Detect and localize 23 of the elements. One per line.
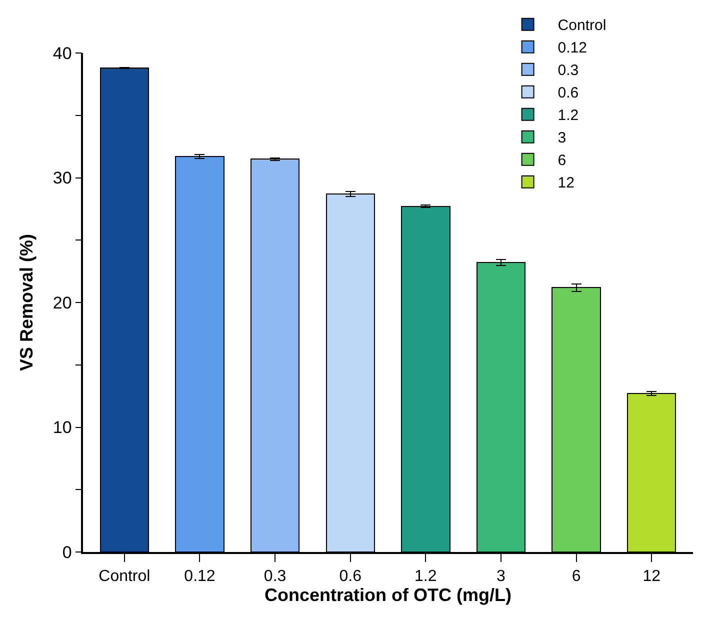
legend-label: 6 — [558, 152, 566, 170]
x-tick-label: 0.3 — [264, 568, 286, 585]
legend-label: 3 — [558, 130, 566, 147]
y-tick-label: 0 — [62, 542, 72, 562]
x-tick-label: 1.2 — [414, 568, 437, 585]
legend-label: 12 — [558, 174, 574, 192]
y-tick-label: 40 — [52, 44, 72, 63]
x-tick-label: 6 — [572, 568, 581, 585]
legend-label: 0.3 — [558, 62, 579, 80]
y-tick-label: 10 — [52, 418, 72, 438]
x-tick-label: 12 — [642, 568, 661, 585]
legend-label: Control — [558, 17, 606, 34]
x-tick-label: 3 — [496, 568, 506, 585]
x-tick-label: 0.6 — [339, 568, 362, 585]
x-tick-label: 0.12 — [184, 568, 216, 585]
legend-label: 0.12 — [558, 40, 588, 57]
y-tick-label: 30 — [52, 168, 72, 188]
legend-label: 1.2 — [558, 107, 579, 124]
x-tick-label: Control — [98, 568, 150, 585]
y-axis-title: VS Removal (%) — [16, 234, 37, 372]
x-axis-title: Concentration of OTC (mg/L) — [264, 584, 512, 605]
legend-label: 0.6 — [558, 84, 579, 102]
y-tick-label: 20 — [52, 293, 72, 312]
